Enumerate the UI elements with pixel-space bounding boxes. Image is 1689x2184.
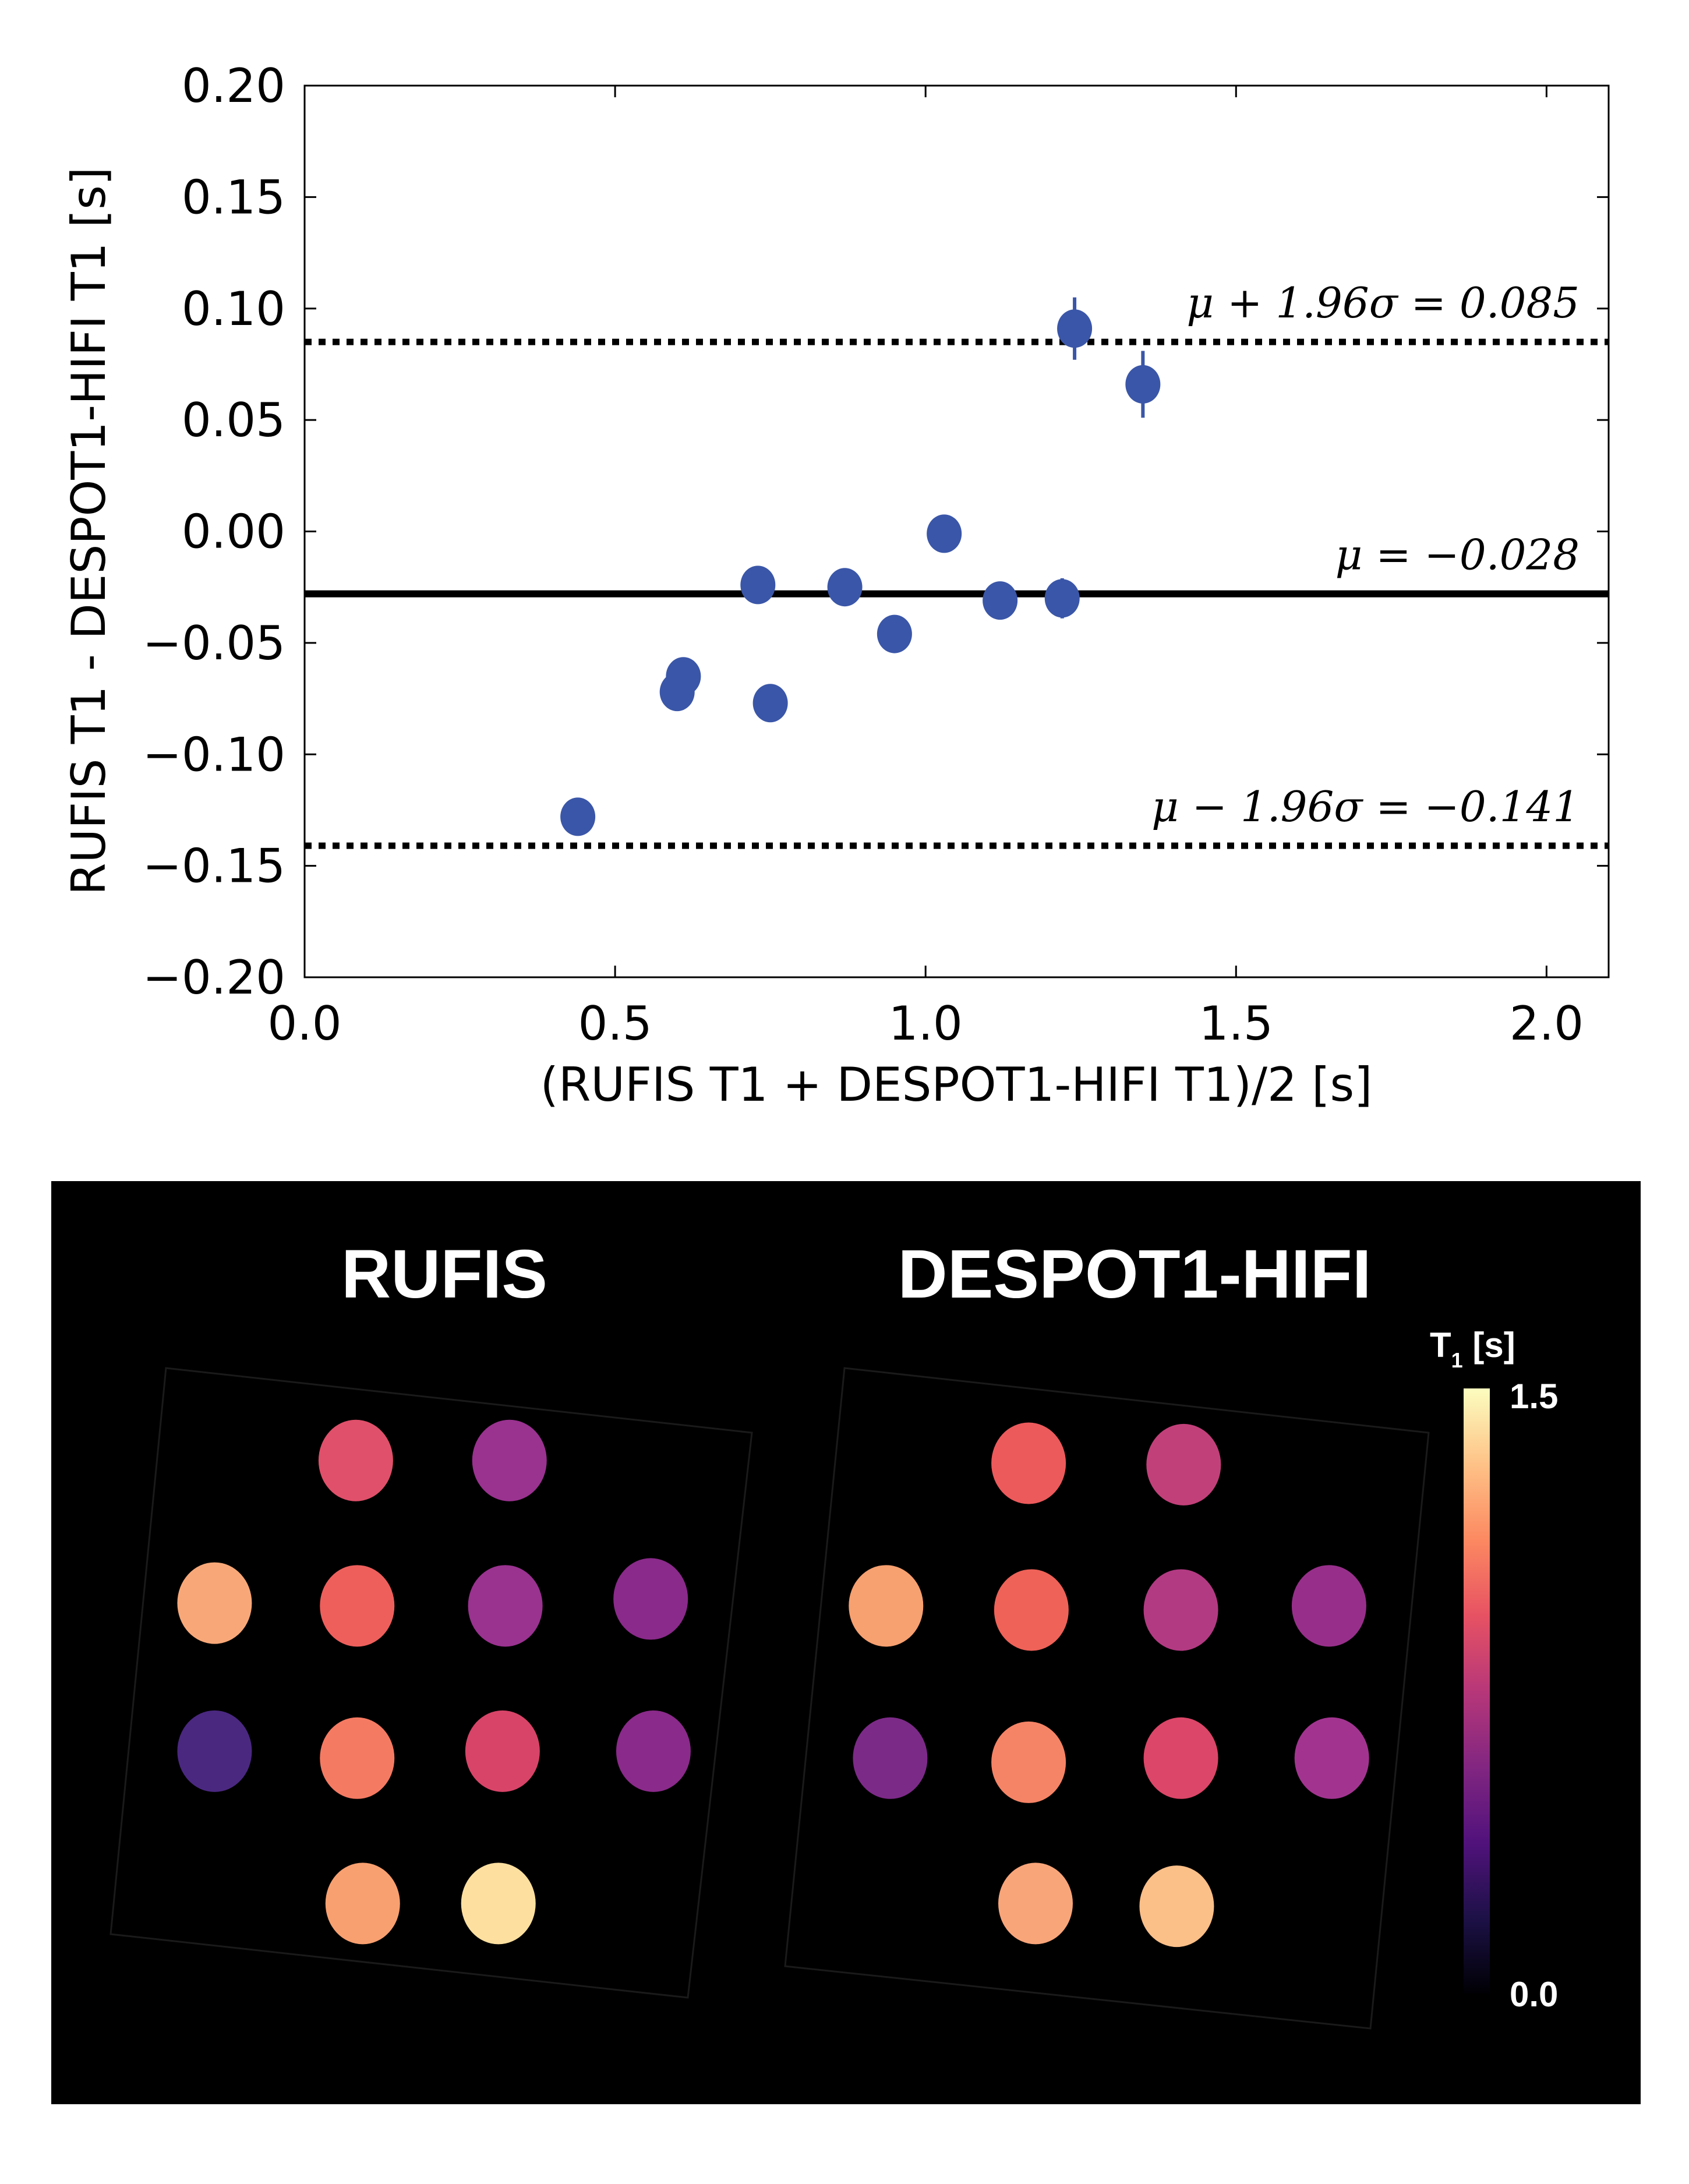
x-tick-label: 0.0: [267, 996, 341, 1051]
lower-limit-annotation: μ − 1.96σ = −0.141: [1151, 782, 1580, 831]
rufis-vial: [613, 1558, 688, 1640]
colorbar-min-label: 0.0: [1510, 1975, 1558, 2014]
despot-vial: [1143, 1717, 1218, 1799]
bland-altman-plot: μ + 1.96σ = 0.085 μ = −0.028 μ − 1.96σ = −…: [62, 59, 1610, 1112]
data-point: [877, 614, 912, 653]
rufis-vial: [616, 1710, 691, 1792]
despot-phantom-frame: [784, 1367, 1430, 2030]
data-point: [827, 568, 863, 607]
mean-annotation: μ = −0.028: [1335, 531, 1580, 579]
y-tick-label: 0.20: [182, 59, 285, 113]
despot-vial: [991, 1422, 1066, 1504]
x-tick-label: 1.5: [1199, 996, 1273, 1051]
y-tick-label: 0.05: [182, 393, 285, 447]
y-axis-label: RUFIS T1 - DESPOT1-HIFI T1 [s]: [62, 167, 116, 895]
rufis-vial: [325, 1863, 400, 1945]
rufis-vial: [465, 1710, 540, 1792]
despot-vial: [853, 1717, 928, 1799]
upper-limit-annotation: μ + 1.96σ = 0.085: [1186, 278, 1580, 327]
data-point: [927, 514, 962, 553]
y-tick-label: −0.10: [143, 727, 285, 782]
despot-vial: [1291, 1565, 1366, 1647]
data-point: [1125, 365, 1161, 404]
despot-title: DESPOT1-HIFI: [898, 1236, 1372, 1313]
rufis-phantom-frame: [109, 1367, 753, 1999]
x-axis-label: (RUFIS T1 + DESPOT1-HIFI T1)/2 [s]: [540, 1058, 1373, 1112]
data-point: [740, 566, 776, 605]
maps-background: [51, 1181, 1641, 2104]
rufis-vial: [318, 1419, 393, 1501]
rufis-vial: [461, 1863, 536, 1945]
colorbar-title: T1 [s]: [1430, 1326, 1515, 1372]
data-point: [666, 657, 701, 696]
y-tick-label: −0.20: [143, 950, 285, 1005]
data-point: [983, 581, 1018, 620]
despot-vial: [849, 1565, 924, 1647]
data-point: [1057, 309, 1093, 348]
data-point: [1044, 579, 1080, 618]
data-point: [560, 797, 596, 836]
t1-maps-panel: RUFIS DESPOT1-HIFI T1 [s] 1.5 0.0: [51, 1181, 1641, 2104]
despot-vial: [1146, 1423, 1221, 1506]
rufis-vial: [468, 1565, 543, 1647]
despot-vial: [994, 1569, 1069, 1651]
rufis-vial: [320, 1717, 395, 1799]
rufis-vial: [177, 1710, 252, 1792]
y-tick-label: 0.15: [182, 170, 285, 224]
rufis-vial: [472, 1419, 547, 1501]
data-point: [752, 684, 788, 723]
rufis-vial: [177, 1562, 252, 1644]
despot-vial: [1139, 1865, 1214, 1948]
y-tick-label: 0.00: [182, 505, 285, 559]
rufis-vial: [320, 1565, 395, 1647]
x-tick-label: 0.5: [578, 996, 652, 1051]
rufis-title: RUFIS: [341, 1236, 547, 1313]
y-tick-label: −0.15: [143, 839, 285, 893]
colorbar: [1464, 1388, 1490, 1994]
despot-vial: [998, 1863, 1073, 1945]
despot-vial: [1294, 1717, 1369, 1799]
despot-vial: [1143, 1569, 1218, 1651]
x-tick-label: 2.0: [1510, 996, 1584, 1051]
colorbar-max-label: 1.5: [1510, 1377, 1558, 1416]
y-tick-label: 0.10: [182, 282, 285, 336]
despot-vial: [991, 1721, 1066, 1803]
x-tick-label: 1.0: [889, 996, 963, 1051]
y-tick-label: −0.05: [143, 616, 285, 670]
